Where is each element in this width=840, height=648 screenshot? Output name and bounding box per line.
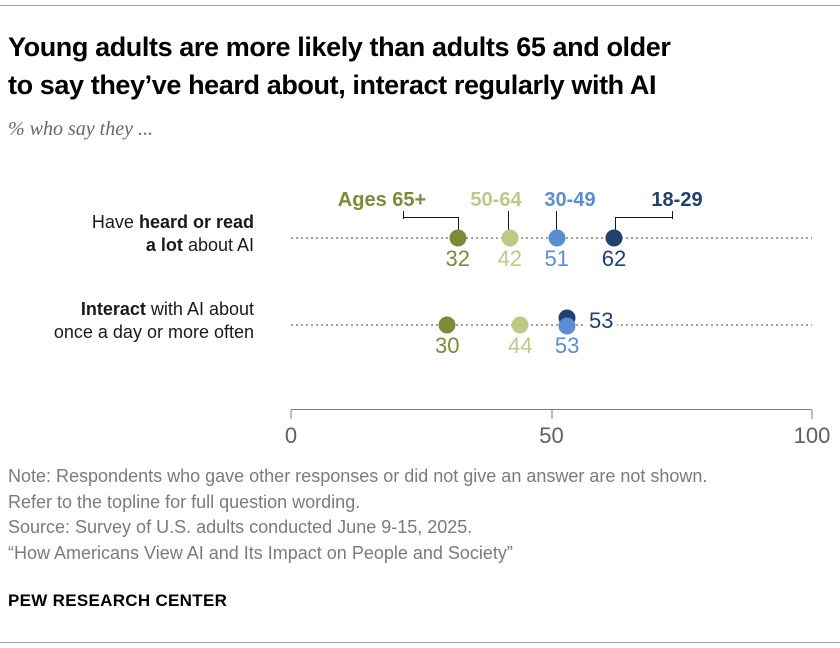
- bottom-divider: [0, 642, 840, 643]
- row1-label-bold2: a lot: [145, 234, 183, 255]
- chart-subtitle: % who say they ...: [8, 118, 153, 140]
- value-18-29-row1: 62: [601, 246, 627, 271]
- x-axis-label-50: 50: [539, 423, 564, 448]
- dot-50-64-row1: [501, 229, 519, 247]
- plot-row-interact: 30 44 53 53: [291, 308, 812, 358]
- row1-label-pre: Have: [91, 212, 139, 232]
- x-axis-label-0: 0: [284, 423, 298, 448]
- report-title-line: “How Americans View AI and Its Impact on…: [8, 542, 513, 563]
- value-65plus-row1: 32: [445, 246, 470, 271]
- x-axis-tick-0: [290, 410, 292, 419]
- chart-title-line1: Young adults are more likely than adults…: [8, 32, 671, 62]
- row1-label-post: about AI: [182, 234, 254, 255]
- row2-label-line2: once a day or more often: [53, 321, 254, 342]
- row2-label-post: with AI about: [145, 299, 254, 319]
- legend-30-49: 30-49: [544, 189, 596, 211]
- legend-connector-18-29: [672, 211, 673, 219]
- note-line: Refer to the topline for full question w…: [8, 491, 361, 512]
- top-divider: [0, 5, 840, 6]
- dot-30-49-row1: [548, 229, 566, 247]
- value-18-29-row2: 53: [585, 308, 618, 334]
- legend-ages-65plus: Ages 65+: [337, 189, 427, 211]
- plot-row-heard: 32 42 51 62: [291, 227, 812, 271]
- row2-label-bold: Interact: [80, 299, 146, 319]
- footnotes: Note: Respondents who gave other respons…: [8, 464, 828, 566]
- dot-65plus-row1: [449, 229, 467, 247]
- legend-connector-18-29-elbow: [615, 217, 673, 230]
- chart-title-line2: to say they’ve heard about, interact reg…: [8, 70, 657, 100]
- dot-30-49-row2: [558, 317, 576, 335]
- pew-research-center-wordmark: PEW RESEARCH CENTER: [8, 591, 228, 610]
- dot-50-64-row2: [511, 316, 529, 334]
- x-axis-tick-50: [551, 410, 552, 419]
- dot-65plus-row2: [438, 316, 456, 334]
- x-axis-label-100: 100: [793, 423, 831, 448]
- value-65plus-row2: 30: [435, 333, 460, 358]
- legend-connector-65plus-elbow: [403, 217, 459, 230]
- value-50-64-row2: 44: [507, 333, 533, 358]
- note-line: Note: Respondents who gave other respons…: [8, 466, 708, 486]
- value-30-49-row1: 51: [544, 246, 569, 271]
- x-axis: 0 50 100: [285, 409, 830, 450]
- chart-title: Young adults are more likely than adults…: [8, 28, 834, 104]
- dotted-gridline-row2: [291, 324, 812, 326]
- row-label-interact-with-ai: Interact with AI about once a day or mor…: [0, 298, 254, 343]
- legend-50-64: 50-64: [470, 189, 522, 211]
- legend-connector-50-64: [508, 211, 509, 230]
- row-label-heard-about-ai: Have heard or read a lot about AI: [0, 211, 254, 256]
- legend-connector-30-49: [556, 211, 557, 230]
- value-30-49-row2: 53: [554, 333, 580, 358]
- source-line: Source: Survey of U.S. adults conducted …: [8, 517, 473, 537]
- row1-label-bold1: heard or read: [138, 212, 254, 232]
- value-50-64-row1: 42: [497, 246, 523, 271]
- legend-18-29: 18-29: [651, 189, 703, 211]
- x-axis-tick-100: [811, 410, 813, 419]
- legend-connector-65plus: [403, 211, 404, 219]
- dot-18-29-row1: [605, 229, 623, 247]
